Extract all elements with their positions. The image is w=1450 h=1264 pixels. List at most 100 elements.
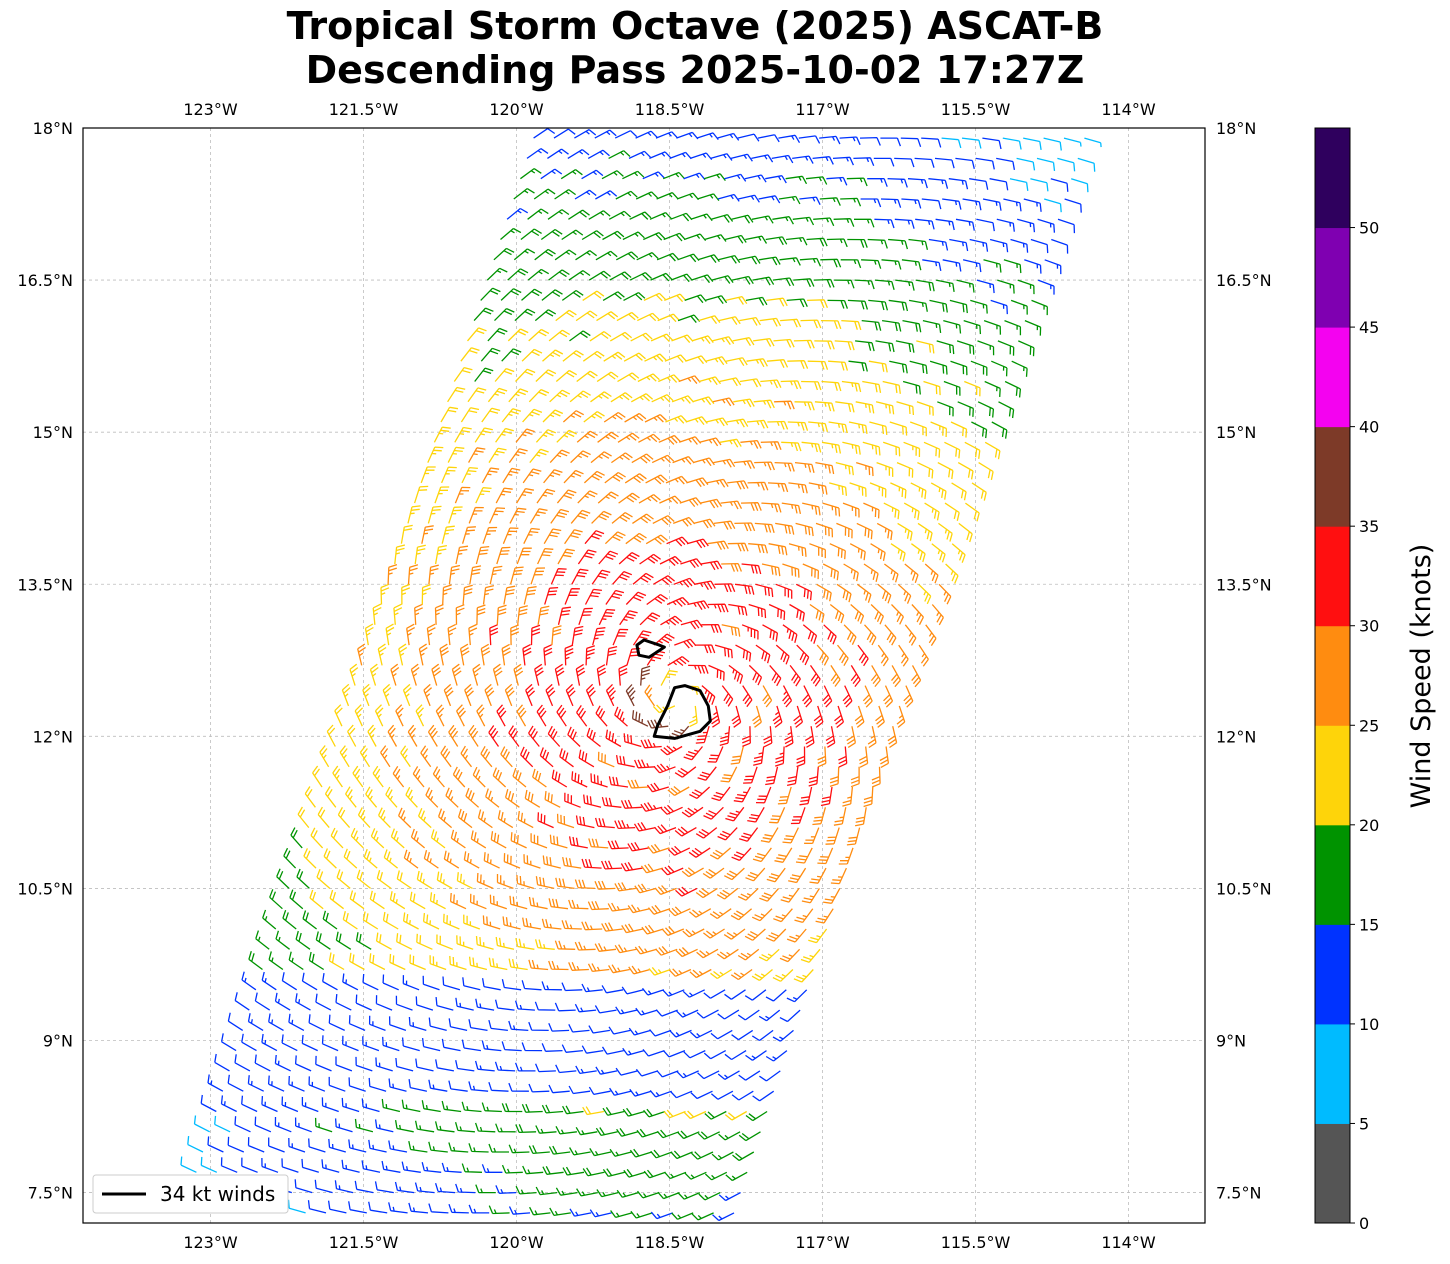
wind-barb: [703, 989, 726, 999]
wind-barb: [667, 845, 691, 856]
wind-barb: [567, 149, 590, 159]
wind-barb: [605, 589, 625, 605]
wind-barb: [609, 1148, 632, 1157]
wind-barb: [661, 865, 684, 876]
wind-barb: [744, 928, 766, 941]
wind-barb: [590, 451, 612, 464]
lon-tick-label-bottom: 114°W: [1101, 1233, 1156, 1252]
colorbar-label: Wind Speed (knots): [1406, 544, 1437, 809]
wind-barb: [537, 547, 554, 565]
wind-barb: [494, 308, 515, 322]
wind-barb: [422, 913, 440, 930]
wind-barb: [745, 235, 768, 244]
wind-barb: [782, 624, 798, 643]
wind-barb: [520, 168, 542, 180]
wind-barb: [537, 605, 550, 625]
wind-barb: [495, 487, 513, 504]
wind-barb: [520, 746, 534, 768]
wind-barb: [653, 575, 676, 586]
wind-barb: [814, 340, 835, 350]
wind-barb: [820, 258, 842, 268]
wind-barb: [659, 555, 682, 566]
wind-barb: [854, 807, 867, 827]
wind-barb: [656, 1070, 679, 1078]
wind-barb: [539, 747, 554, 768]
wind-barb: [620, 861, 643, 872]
wind-barb: [1023, 137, 1042, 150]
wind-barb: [488, 957, 508, 971]
wind-barb: [787, 421, 809, 431]
wind-barb: [683, 1050, 706, 1059]
wind-barb: [374, 1119, 394, 1133]
wind-barb: [428, 1017, 447, 1032]
wind-barb: [429, 955, 447, 971]
wind-barb: [741, 563, 762, 575]
wind-barb: [857, 583, 872, 603]
wind-barb: [332, 765, 343, 788]
wind-barb: [549, 1207, 571, 1217]
wind-barb: [596, 1189, 619, 1198]
wind-barb: [876, 461, 894, 477]
wind-barb: [483, 852, 500, 869]
wind-barb: [828, 421, 848, 434]
wind-barb: [807, 360, 829, 370]
wind-barb: [757, 134, 780, 143]
wind-barb: [494, 367, 515, 382]
wind-barb: [614, 882, 636, 892]
wind-barb: [563, 469, 584, 484]
wind-barb: [742, 685, 753, 708]
wind-barb: [523, 586, 537, 605]
wind-barb: [710, 1090, 734, 1100]
wind-barb: [977, 340, 995, 356]
wind-barb: [339, 745, 350, 768]
wind-barb: [527, 208, 549, 220]
wind-barb: [846, 726, 857, 748]
wind-barb: [863, 502, 880, 519]
wind-barb: [341, 1159, 360, 1173]
wind-barb: [929, 299, 948, 313]
wind-barb: [765, 175, 787, 184]
wind-barb: [406, 623, 416, 646]
wind-barb: [596, 311, 619, 322]
wind-barb: [388, 1202, 408, 1214]
wind-barb: [401, 1099, 421, 1113]
wind-barb: [554, 249, 577, 261]
wind-barb: [555, 1125, 577, 1135]
wind-barb: [829, 482, 848, 496]
wind-barb: [457, 808, 473, 829]
wind-barb: [657, 313, 680, 323]
wind-barb: [428, 564, 439, 585]
wind-barb: [793, 969, 814, 983]
wind-barb: [529, 508, 548, 524]
wind-barb: [918, 644, 929, 667]
colorbar-bin: [1315, 327, 1350, 428]
wind-barb: [646, 593, 668, 606]
wind-barb: [508, 1206, 531, 1215]
wind-barb: [540, 228, 563, 241]
wind-barb: [547, 725, 561, 747]
wind-barb: [227, 1012, 244, 1031]
wind-barb: [665, 415, 688, 424]
wind-barb: [553, 128, 576, 139]
wind-barb: [660, 670, 678, 686]
wind-barb: [990, 299, 1008, 315]
wind-barb: [660, 804, 683, 815]
wind-barb: [1051, 238, 1069, 254]
wind-barb: [409, 954, 426, 971]
wind-barb: [775, 746, 785, 767]
wind-barb: [456, 704, 466, 727]
wind-barb: [382, 911, 399, 930]
wind-barb: [686, 538, 709, 549]
wind-barb: [436, 934, 454, 950]
wind-barb: [760, 827, 779, 843]
wind-barb: [833, 218, 855, 227]
wind-barb: [937, 462, 954, 480]
wind-barb: [595, 190, 618, 200]
wind-barb: [834, 705, 845, 729]
wind-barb: [688, 908, 712, 918]
wind-barb: [1037, 279, 1055, 295]
wind-barb: [513, 248, 536, 261]
wind-barb: [728, 664, 744, 684]
wind-barb: [582, 290, 605, 301]
wind-barb: [671, 334, 694, 344]
